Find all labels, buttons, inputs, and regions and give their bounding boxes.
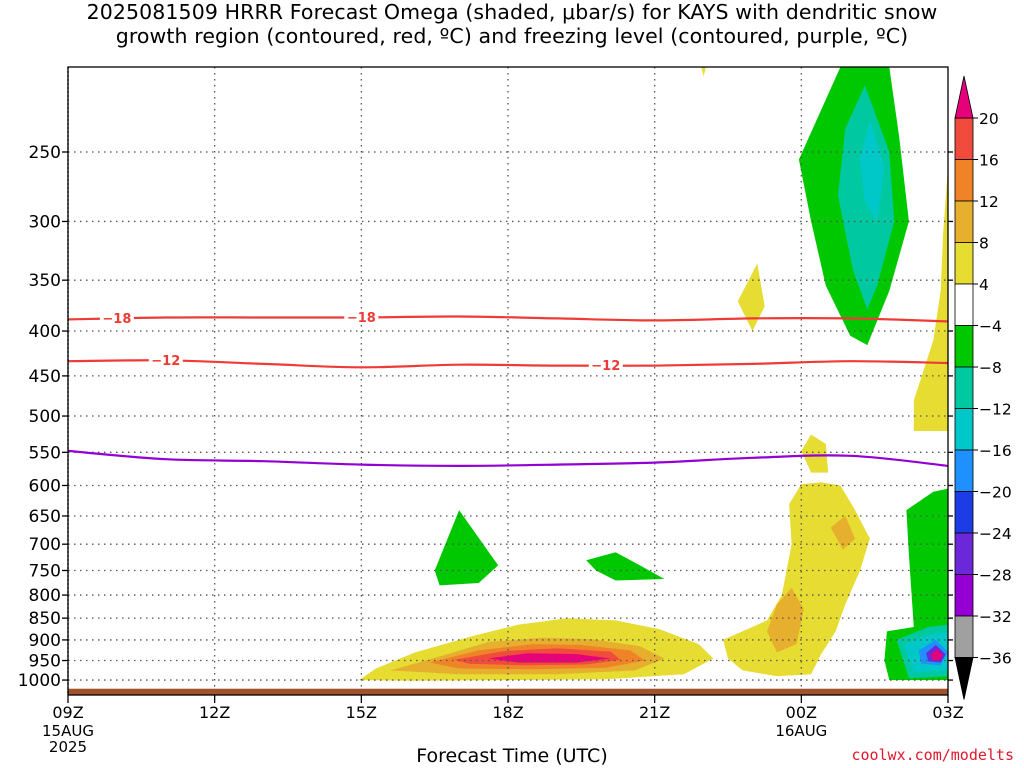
x-axis-label: Forecast Time (UTC) (416, 745, 608, 767)
contour-label--18-1: −18 (347, 311, 376, 326)
omega-region-22 (930, 649, 944, 661)
colorbar-label-5: −4 (979, 318, 1002, 336)
title-line-1: 2025081509 HRRR Forecast Omega (shaded, … (86, 0, 938, 24)
y-tick-label-500: 500 (29, 407, 61, 427)
y-tick-label-650: 650 (29, 507, 61, 527)
colorbar-segment-3 (954, 242, 974, 285)
x-tick-label-03Z: 03Z (932, 703, 963, 722)
contour-label-bg (99, 311, 134, 326)
omega-region-12 (737, 263, 765, 331)
credit-label: coolwx.com/modelts (851, 746, 1014, 764)
plot-area: −18 −18 −12 −12 250 300 350 400 450 500 550 600 650 7… (18, 66, 964, 756)
colorbar: 20 16 12 8 4 −4 −8 −12 −16 −20 −24 −28 −32 −36 (954, 75, 1012, 700)
omega-region-9 (434, 510, 499, 586)
colorbar-label-11: −28 (979, 567, 1012, 585)
x-tick-label-12Z: 12Z (199, 703, 230, 722)
colorbar-label-4: 4 (979, 276, 989, 294)
omega-shading (358, 67, 948, 681)
omega-region-6 (767, 587, 804, 653)
x-tick-sublabel: 15AUG (42, 722, 94, 740)
colorbar-segment-2 (954, 200, 974, 243)
omega-region-16 (913, 166, 948, 431)
y-tick-label-300: 300 (29, 212, 61, 232)
x-tick-label-09Z: 09Z (52, 703, 83, 722)
contour--12 (68, 359, 948, 369)
contour-label--18-0: −18 (102, 312, 131, 327)
contour-label-bg (148, 353, 183, 368)
y-tick-label-600: 600 (29, 476, 61, 496)
y-tick-label-250: 250 (29, 143, 61, 163)
x-tick-label-00Z: 00Z (786, 703, 817, 722)
y-tick-label-750: 750 (29, 561, 61, 581)
colorbar-label-2: 12 (979, 193, 999, 211)
colorbar-segment-8 (954, 449, 974, 492)
x-tick-sublabel: 16AUG (775, 722, 827, 740)
contour-label--12-1: −12 (591, 359, 620, 374)
colorbar-label-3: 8 (979, 235, 989, 253)
x-tick-label-21Z: 21Z (639, 703, 670, 722)
colorbar-label-10: −24 (979, 525, 1012, 543)
colorbar-under-triangle (954, 657, 974, 700)
omega-region-11 (701, 67, 706, 77)
colorbar-segment-0 (954, 117, 974, 160)
colorbar-segment-10 (954, 532, 974, 575)
colorbar-segment-9 (954, 491, 974, 534)
colorbar-segment-6 (954, 366, 974, 409)
colorbar-label-6: −8 (979, 359, 1002, 377)
y-tick-label-800: 800 (29, 586, 61, 606)
x-tick-sublabel: 2025 (49, 738, 87, 756)
y-tick-label-1000: 1000 (18, 671, 61, 691)
colorbar-segment-7 (954, 408, 974, 451)
y-tick-label-950: 950 (29, 652, 61, 672)
colorbar-label-9: −20 (979, 484, 1012, 502)
colorbar-label-8: −16 (979, 442, 1012, 460)
omega-region-5 (723, 482, 870, 677)
x-tick-label-18Z: 18Z (492, 703, 523, 722)
contour-label-bg (344, 310, 379, 325)
omega-region-7 (830, 516, 856, 550)
omega-region-10 (586, 552, 665, 581)
terrain-surface (68, 688, 948, 695)
contour-0 (68, 449, 948, 468)
contour--18 (68, 315, 948, 323)
colorbar-label-1: 16 (979, 152, 999, 170)
y-tick-label-450: 450 (29, 367, 61, 387)
y-tick-label-900: 900 (29, 631, 61, 651)
colorbar-segment-11 (954, 574, 974, 617)
chart-title: 2025081509 HRRR Forecast Omega (shaded, … (0, 0, 1024, 48)
colorbar-over-triangle (954, 75, 974, 119)
colorbar-label-7: −12 (979, 401, 1012, 419)
colorbar-segment-12 (954, 615, 974, 658)
omega-region-8 (801, 434, 829, 473)
contours: −18 −18 −12 −12 (68, 310, 948, 468)
colorbar-segment-5 (954, 325, 974, 368)
y-tick-label-550: 550 (29, 443, 61, 463)
contour-label-bg (588, 358, 623, 373)
y-tick-label-400: 400 (29, 322, 61, 342)
grid (68, 67, 948, 695)
title-line-2: growth region (contoured, red, ºC) and f… (115, 24, 909, 48)
colorbar-segment-1 (954, 159, 974, 202)
colorbar-label-13: −36 (979, 650, 1012, 668)
y-tick-label-700: 700 (29, 535, 61, 555)
y-tick-label-350: 350 (29, 271, 61, 291)
y-tick-label-850: 850 (29, 609, 61, 629)
colorbar-label-0: 20 (979, 110, 999, 128)
x-tick-label-15Z: 15Z (346, 703, 377, 722)
omega-region-15 (860, 120, 885, 222)
colorbar-label-12: −32 (979, 608, 1012, 626)
contour-label--12-0: −12 (151, 354, 180, 369)
colorbar-segment-4 (954, 283, 974, 326)
